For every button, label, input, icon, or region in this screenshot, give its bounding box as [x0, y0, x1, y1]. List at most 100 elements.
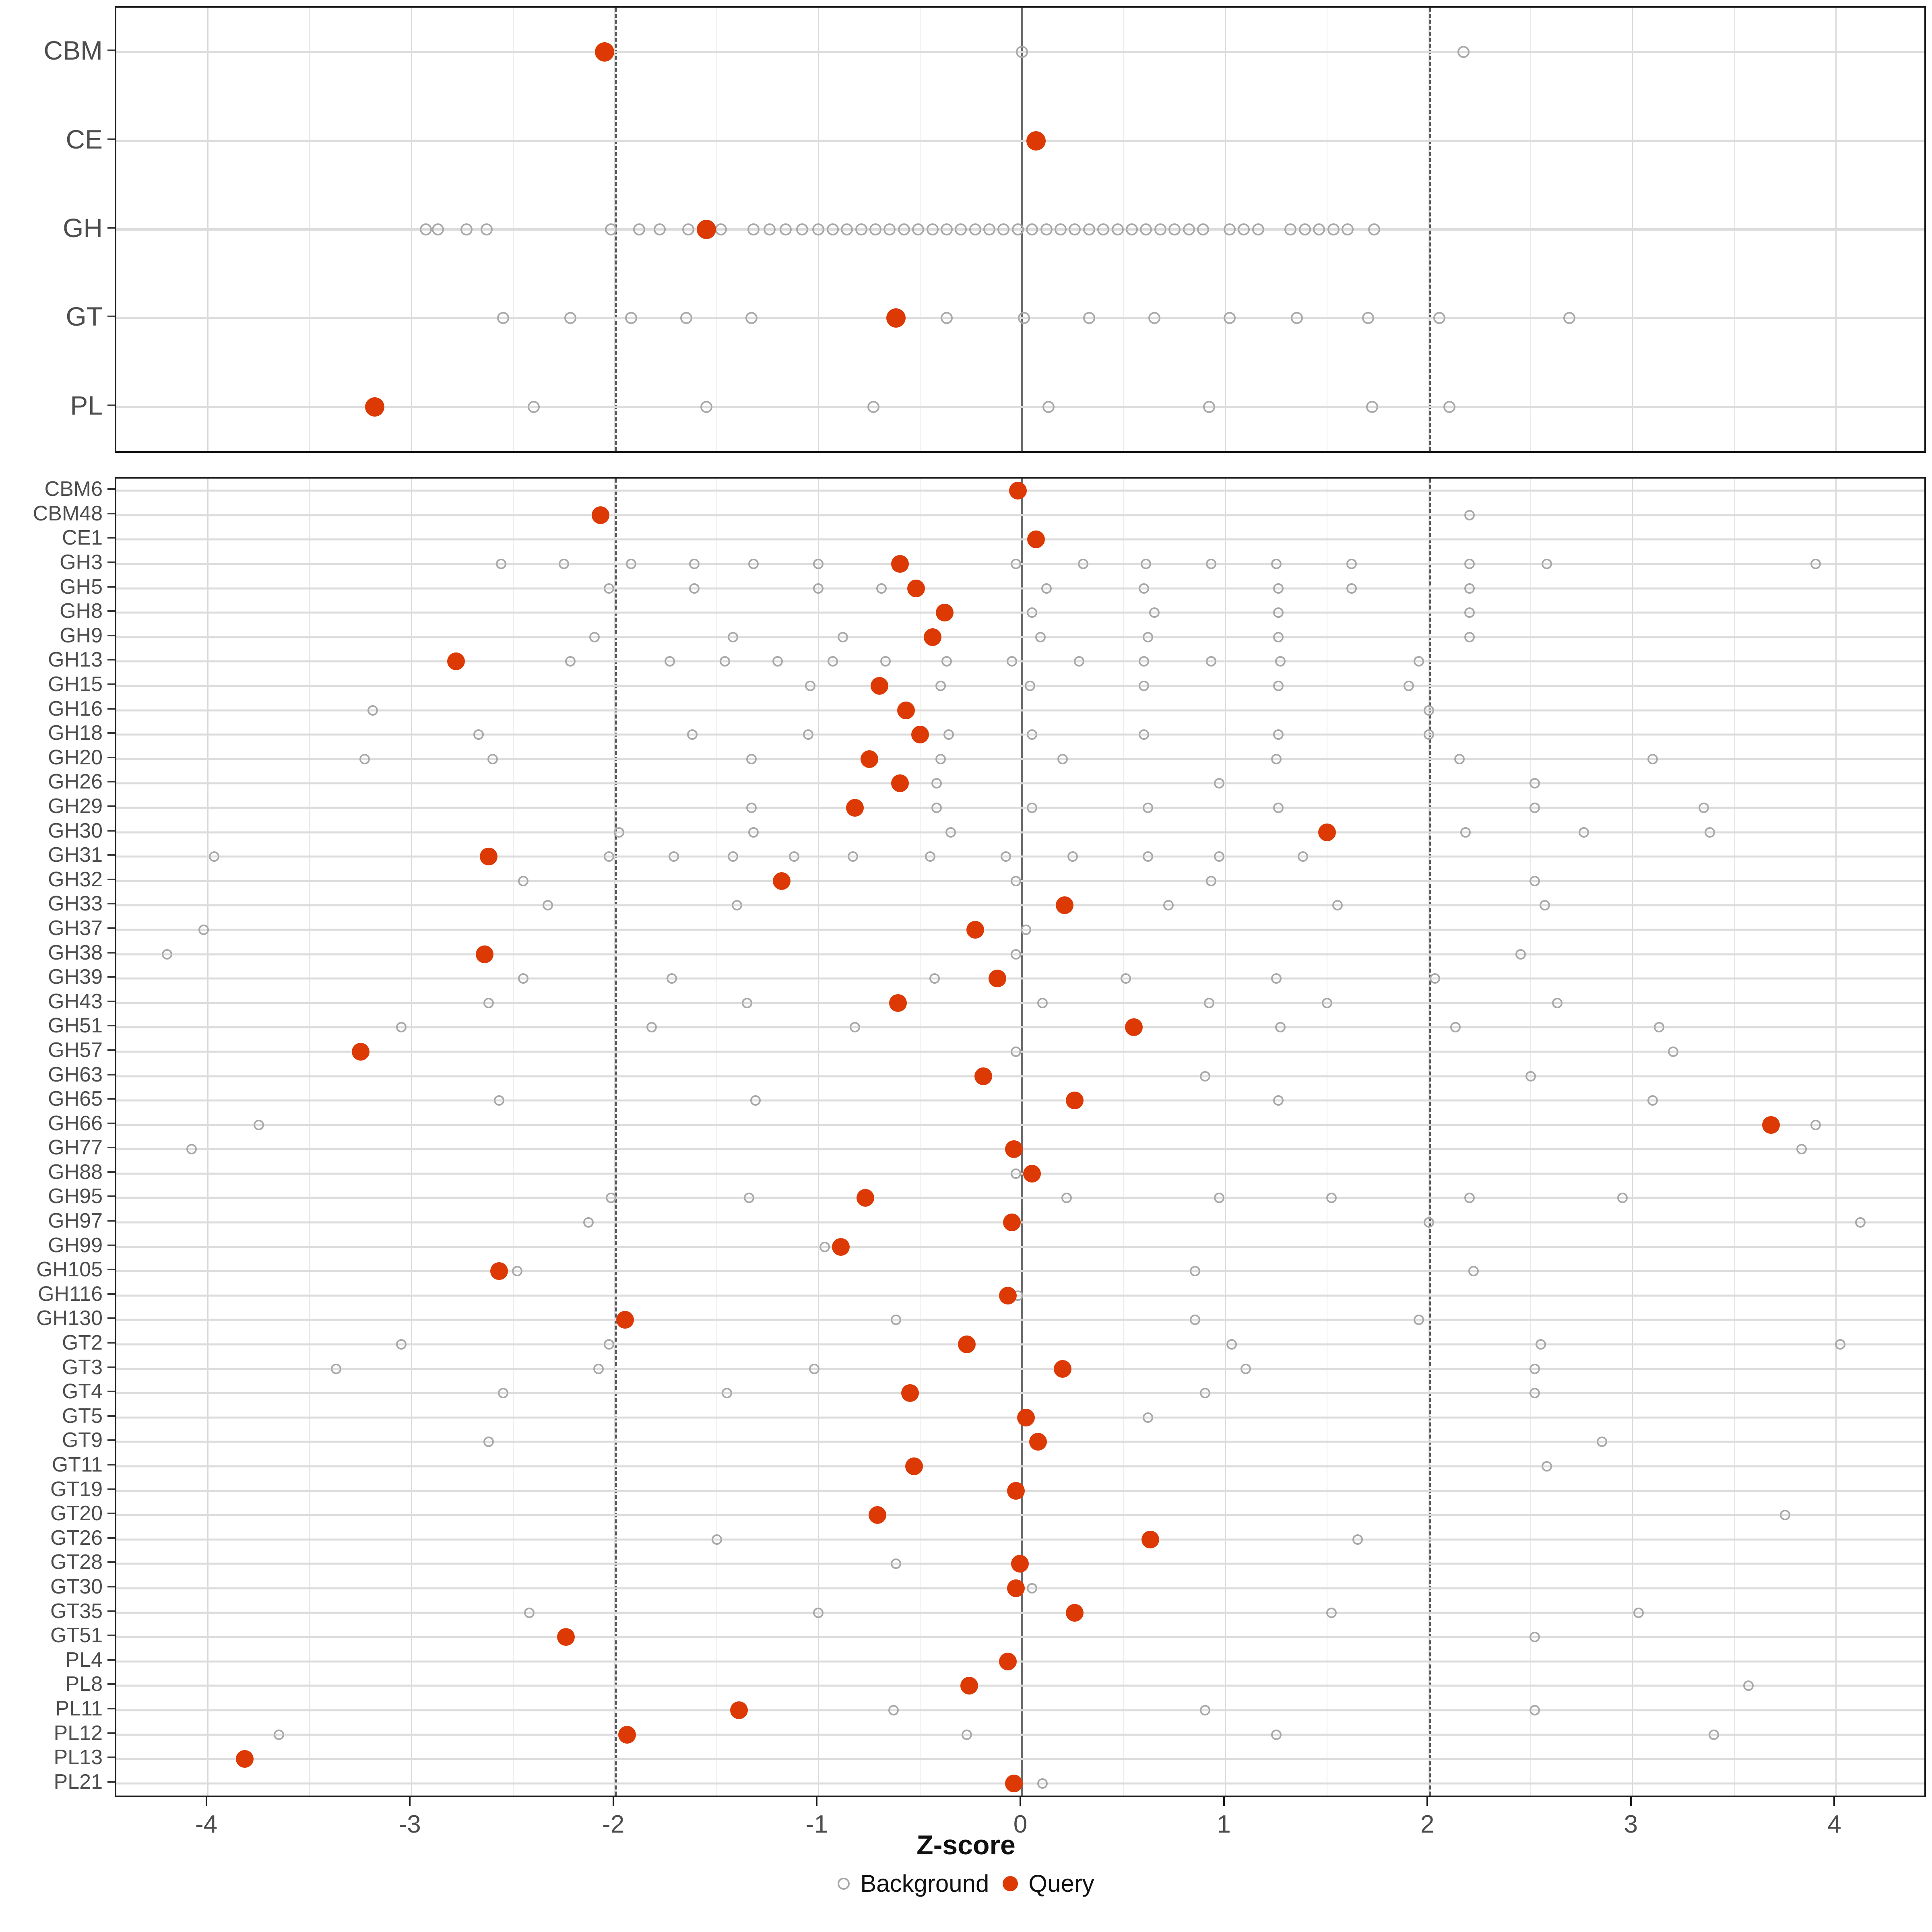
query-point [490, 1262, 508, 1280]
row-baseline [116, 929, 1924, 931]
background-point [605, 223, 617, 235]
background-point [1413, 656, 1424, 667]
query-point [958, 1335, 976, 1354]
row-baseline [116, 1612, 1924, 1614]
background-point [838, 632, 848, 642]
y-tick-mark [107, 1561, 115, 1563]
background-point [1326, 1607, 1337, 1618]
background-point [728, 851, 739, 862]
row-baseline [116, 587, 1924, 590]
row-baseline [116, 1709, 1924, 1711]
query-point [871, 677, 889, 695]
query-point [365, 397, 385, 417]
background-point [1424, 705, 1435, 716]
background-point [654, 223, 666, 235]
background-point [719, 656, 730, 667]
background-point [1273, 681, 1284, 691]
y-axis-tick-label-GH116: GH116 [38, 1282, 103, 1306]
background-point [1055, 223, 1067, 235]
background-point [1097, 223, 1110, 235]
background-point [1042, 400, 1055, 413]
background-point [682, 223, 694, 235]
background-point [1796, 1144, 1807, 1155]
background-point [1653, 1022, 1664, 1033]
y-tick-mark [107, 1195, 115, 1197]
background-point [1200, 1071, 1211, 1082]
background-point [1000, 851, 1011, 862]
background-point [1273, 607, 1284, 618]
background-point [827, 656, 838, 667]
background-point [1143, 632, 1154, 642]
background-point [1346, 559, 1357, 570]
background-point [1530, 1388, 1540, 1399]
y-axis-tick-label-GT28: GT28 [50, 1550, 103, 1574]
row-baseline [116, 1758, 1924, 1760]
query-point [901, 1384, 919, 1402]
y-tick-mark [107, 830, 115, 832]
background-point [512, 1266, 523, 1277]
query-point [935, 604, 954, 622]
background-point [1037, 997, 1048, 1008]
background-point [1035, 632, 1046, 642]
y-tick-mark [107, 732, 115, 734]
row-baseline [116, 1319, 1924, 1321]
y-tick-mark [107, 903, 115, 905]
query-point [1054, 1360, 1072, 1378]
background-point [926, 223, 939, 235]
background-point [603, 583, 614, 594]
background-point [1206, 656, 1217, 667]
row-baseline [116, 1246, 1924, 1248]
background-point [483, 997, 494, 1008]
y-axis-tick-label-CBM6: CBM6 [44, 477, 103, 501]
chart-legend: Background Query [0, 1870, 1932, 1897]
x-tick-mark-1 [1223, 1797, 1225, 1806]
background-point [208, 851, 219, 862]
y-axis-tick-label-GH38: GH38 [48, 941, 103, 964]
y-axis-tick-label-GH65: GH65 [48, 1087, 103, 1111]
query-point [891, 774, 909, 793]
row-baseline [116, 1636, 1924, 1638]
y-axis-tick-label-GT: GT [66, 301, 103, 332]
background-point [1083, 223, 1095, 235]
y-tick-mark [107, 756, 115, 758]
gridline-minor [920, 479, 921, 1796]
y-axis-tick-label-PL12: PL12 [54, 1721, 103, 1745]
query-point [1009, 482, 1027, 500]
query-point [897, 701, 915, 719]
row-baseline [116, 1734, 1924, 1736]
y-tick-mark [107, 1513, 115, 1515]
row-baseline [116, 1197, 1924, 1199]
y-tick-mark [107, 1147, 115, 1149]
background-point [1433, 312, 1445, 324]
y-axis-tick-label-GT11: GT11 [52, 1453, 103, 1476]
y-tick-mark [107, 1781, 115, 1783]
y-axis-tick-label-GH29: GH29 [48, 795, 103, 818]
reference-line-zero [1021, 479, 1023, 1796]
background-point [912, 223, 925, 235]
y-axis-tick-label-PL: PL [70, 390, 103, 420]
background-point [518, 875, 529, 886]
background-point [1206, 875, 1217, 886]
background-point [1073, 656, 1084, 667]
x-tick-mark--4 [205, 1797, 207, 1806]
background-point [481, 223, 493, 235]
background-point [941, 656, 952, 667]
background-point [876, 583, 887, 594]
background-point [162, 949, 173, 960]
background-point [962, 1729, 972, 1740]
background-point [1027, 607, 1038, 618]
query-point [891, 555, 909, 573]
background-point [931, 778, 942, 789]
background-point [1200, 1388, 1211, 1399]
y-tick-mark [107, 1098, 115, 1100]
background-point [1743, 1680, 1754, 1691]
legend-label-background: Background [860, 1870, 989, 1897]
background-point [274, 1729, 285, 1740]
background-point [1139, 729, 1150, 740]
background-point [1011, 223, 1024, 235]
background-point [633, 223, 646, 235]
query-point [480, 848, 498, 866]
row-baseline [116, 1124, 1924, 1126]
query-point [1125, 1018, 1143, 1036]
x-tick-label-3: 3 [1624, 1810, 1638, 1838]
